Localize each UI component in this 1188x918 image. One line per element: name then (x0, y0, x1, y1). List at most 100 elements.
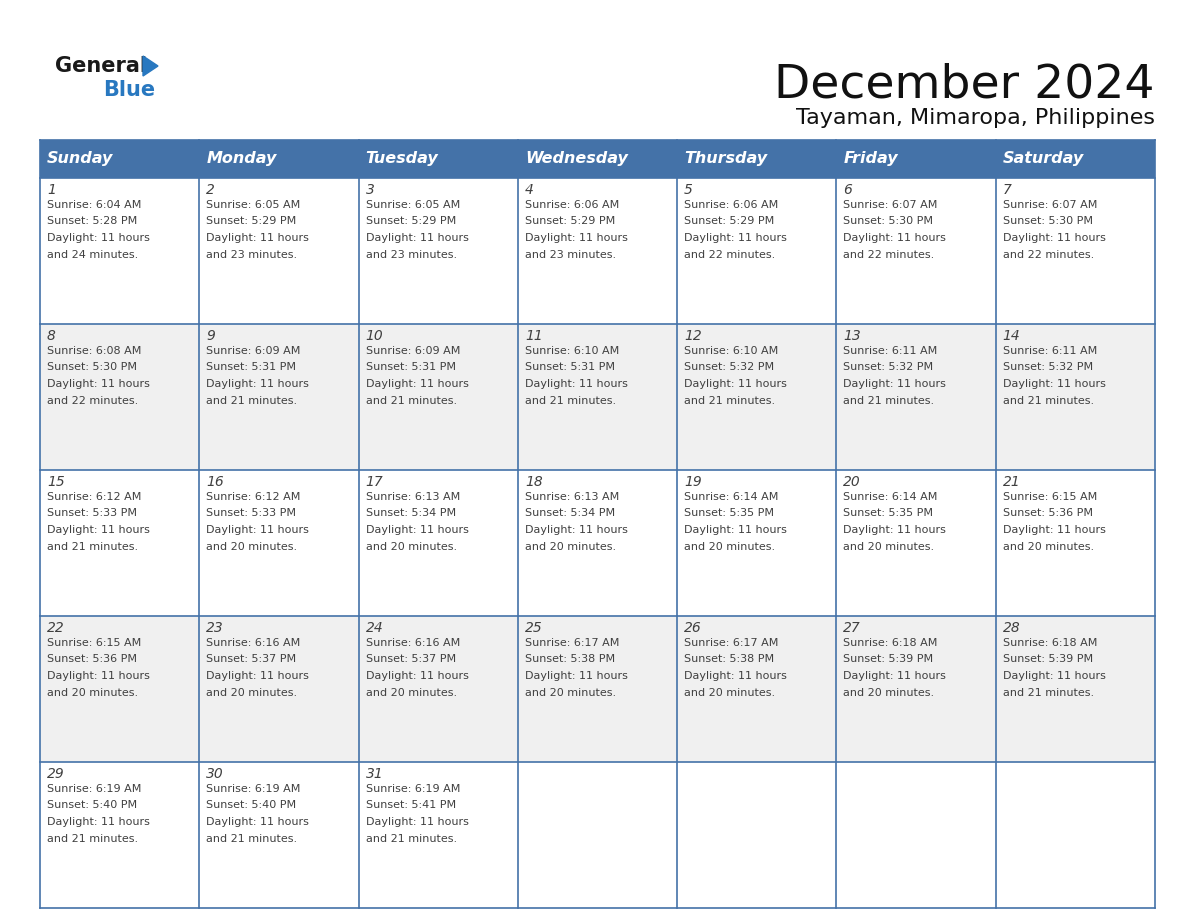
Text: Sunset: 5:34 PM: Sunset: 5:34 PM (525, 509, 615, 519)
Text: and 24 minutes.: and 24 minutes. (48, 250, 138, 260)
Bar (518, 762, 677, 908)
Text: Sunrise: 6:07 AM: Sunrise: 6:07 AM (1003, 200, 1097, 210)
Text: Sunset: 5:33 PM: Sunset: 5:33 PM (48, 509, 137, 519)
Text: Sunrise: 6:07 AM: Sunrise: 6:07 AM (843, 200, 937, 210)
Bar (996, 616, 1155, 762)
Text: Sunrise: 6:14 AM: Sunrise: 6:14 AM (684, 492, 778, 502)
Text: and 21 minutes.: and 21 minutes. (1003, 688, 1094, 698)
Text: Daylight: 11 hours: Daylight: 11 hours (48, 817, 150, 827)
Text: Sunset: 5:38 PM: Sunset: 5:38 PM (684, 655, 775, 665)
Bar (518, 470, 677, 616)
Text: Wednesday: Wednesday (525, 151, 627, 166)
Text: 25: 25 (525, 621, 543, 635)
Text: Sunset: 5:38 PM: Sunset: 5:38 PM (525, 655, 615, 665)
Text: General: General (55, 56, 147, 76)
Text: Sunset: 5:35 PM: Sunset: 5:35 PM (684, 509, 775, 519)
Text: Monday: Monday (207, 151, 277, 166)
Bar (40, 616, 200, 762)
Bar (996, 470, 1155, 616)
Bar (359, 140, 518, 178)
Text: Sunset: 5:34 PM: Sunset: 5:34 PM (366, 509, 456, 519)
Text: and 22 minutes.: and 22 minutes. (684, 250, 776, 260)
Bar (677, 616, 836, 762)
Text: 10: 10 (366, 329, 384, 343)
Text: Sunrise: 6:18 AM: Sunrise: 6:18 AM (1003, 638, 1097, 648)
Text: 23: 23 (207, 621, 225, 635)
Text: and 20 minutes.: and 20 minutes. (366, 688, 456, 698)
Text: and 23 minutes.: and 23 minutes. (366, 250, 456, 260)
Text: Daylight: 11 hours: Daylight: 11 hours (525, 233, 627, 243)
Text: Sunset: 5:40 PM: Sunset: 5:40 PM (48, 800, 137, 811)
Text: 14: 14 (1003, 329, 1020, 343)
Text: 15: 15 (48, 475, 65, 489)
Text: Sunset: 5:36 PM: Sunset: 5:36 PM (48, 655, 137, 665)
Text: Sunrise: 6:19 AM: Sunrise: 6:19 AM (366, 784, 460, 794)
Text: Daylight: 11 hours: Daylight: 11 hours (48, 671, 150, 681)
Text: and 21 minutes.: and 21 minutes. (843, 396, 935, 406)
Text: and 20 minutes.: and 20 minutes. (207, 688, 297, 698)
Text: Daylight: 11 hours: Daylight: 11 hours (525, 379, 627, 389)
Text: Sunrise: 6:09 AM: Sunrise: 6:09 AM (366, 346, 460, 356)
Text: Sunrise: 6:08 AM: Sunrise: 6:08 AM (48, 346, 141, 356)
Text: Sunrise: 6:05 AM: Sunrise: 6:05 AM (207, 200, 301, 210)
Text: 8: 8 (48, 329, 56, 343)
Text: Sunday: Sunday (48, 151, 113, 166)
Text: Daylight: 11 hours: Daylight: 11 hours (366, 379, 468, 389)
Text: Daylight: 11 hours: Daylight: 11 hours (1003, 671, 1106, 681)
Bar (677, 178, 836, 324)
Text: Daylight: 11 hours: Daylight: 11 hours (366, 671, 468, 681)
Text: 24: 24 (366, 621, 384, 635)
Bar (836, 616, 996, 762)
Bar (359, 178, 518, 324)
Text: and 20 minutes.: and 20 minutes. (843, 542, 935, 552)
Text: 11: 11 (525, 329, 543, 343)
Text: Daylight: 11 hours: Daylight: 11 hours (366, 525, 468, 535)
Text: 9: 9 (207, 329, 215, 343)
Bar (836, 178, 996, 324)
Bar (996, 178, 1155, 324)
Text: Daylight: 11 hours: Daylight: 11 hours (684, 379, 786, 389)
Bar (996, 140, 1155, 178)
Text: Sunset: 5:39 PM: Sunset: 5:39 PM (1003, 655, 1093, 665)
Text: Sunrise: 6:05 AM: Sunrise: 6:05 AM (366, 200, 460, 210)
Text: 7: 7 (1003, 183, 1012, 197)
Bar (996, 324, 1155, 470)
Text: 27: 27 (843, 621, 861, 635)
Text: Daylight: 11 hours: Daylight: 11 hours (207, 525, 309, 535)
Bar (359, 324, 518, 470)
Text: 29: 29 (48, 767, 65, 781)
Text: and 20 minutes.: and 20 minutes. (207, 542, 297, 552)
Text: Saturday: Saturday (1003, 151, 1083, 166)
Text: Tuesday: Tuesday (366, 151, 438, 166)
Text: 5: 5 (684, 183, 693, 197)
Text: Daylight: 11 hours: Daylight: 11 hours (48, 233, 150, 243)
Text: Daylight: 11 hours: Daylight: 11 hours (48, 525, 150, 535)
Text: 21: 21 (1003, 475, 1020, 489)
Bar (359, 762, 518, 908)
Text: Sunset: 5:37 PM: Sunset: 5:37 PM (207, 655, 297, 665)
Text: Sunrise: 6:06 AM: Sunrise: 6:06 AM (684, 200, 778, 210)
Text: and 21 minutes.: and 21 minutes. (366, 396, 456, 406)
Text: Sunset: 5:29 PM: Sunset: 5:29 PM (366, 217, 456, 227)
Text: and 21 minutes.: and 21 minutes. (48, 834, 138, 844)
Text: Sunrise: 6:18 AM: Sunrise: 6:18 AM (843, 638, 937, 648)
Bar (40, 762, 200, 908)
Text: Sunrise: 6:04 AM: Sunrise: 6:04 AM (48, 200, 141, 210)
Bar (677, 762, 836, 908)
Text: Sunset: 5:30 PM: Sunset: 5:30 PM (48, 363, 137, 373)
Text: Sunrise: 6:17 AM: Sunrise: 6:17 AM (525, 638, 619, 648)
Text: 13: 13 (843, 329, 861, 343)
Text: Sunrise: 6:10 AM: Sunrise: 6:10 AM (684, 346, 778, 356)
Bar (40, 470, 200, 616)
Text: Sunset: 5:39 PM: Sunset: 5:39 PM (843, 655, 934, 665)
Text: Daylight: 11 hours: Daylight: 11 hours (48, 379, 150, 389)
Text: Sunset: 5:35 PM: Sunset: 5:35 PM (843, 509, 934, 519)
Text: and 23 minutes.: and 23 minutes. (207, 250, 297, 260)
Text: Sunrise: 6:19 AM: Sunrise: 6:19 AM (207, 784, 301, 794)
Bar (40, 178, 200, 324)
Bar (677, 324, 836, 470)
Text: and 20 minutes.: and 20 minutes. (525, 542, 617, 552)
Text: Daylight: 11 hours: Daylight: 11 hours (843, 379, 947, 389)
Text: Sunrise: 6:09 AM: Sunrise: 6:09 AM (207, 346, 301, 356)
Text: Daylight: 11 hours: Daylight: 11 hours (1003, 525, 1106, 535)
